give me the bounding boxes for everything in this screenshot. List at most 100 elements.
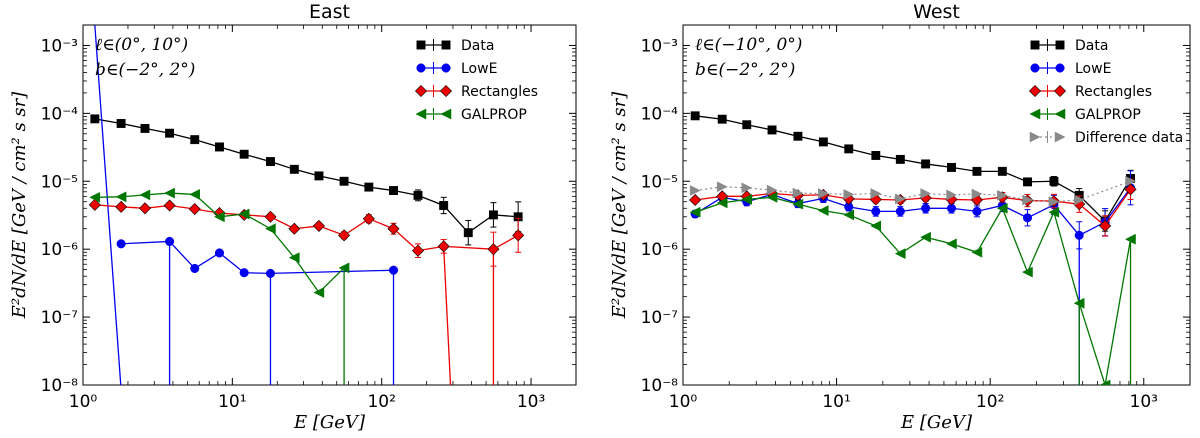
- difference-data-point: [946, 189, 958, 201]
- rectangles-point: [338, 229, 351, 242]
- rectangles-point: [115, 200, 128, 213]
- lowe-point: [265, 268, 276, 278]
- galprop-point: [313, 287, 325, 298]
- x-tick-label: 10³: [1130, 392, 1158, 412]
- rectangles-point: [288, 222, 301, 235]
- legend-label-difference-data: Difference data: [1075, 130, 1183, 146]
- panel-title: East: [309, 1, 350, 23]
- galprop-point: [1021, 266, 1033, 278]
- rectangles-point: [437, 240, 450, 253]
- data-point: [140, 123, 150, 133]
- lowe-point: [1074, 230, 1084, 240]
- data-point: [818, 137, 828, 147]
- data-point: [767, 125, 777, 135]
- legend-marker-galprop: [415, 108, 427, 120]
- x-tick-label: 10²: [367, 392, 395, 412]
- difference-data-point: [716, 181, 728, 193]
- rectangles-point: [188, 203, 201, 216]
- difference-data-point: [766, 184, 778, 196]
- y-tick-label: 10⁻⁷: [41, 308, 79, 328]
- rectangles-point: [88, 198, 101, 211]
- legend-label-data: Data: [461, 38, 494, 54]
- galprop-point: [1124, 233, 1136, 245]
- galprop-point: [1048, 206, 1060, 218]
- legend-label-rectangles: Rectangles: [461, 84, 538, 100]
- data-point: [364, 182, 374, 192]
- x-tick-label: 10⁰: [669, 392, 698, 412]
- lowe-point: [871, 206, 881, 216]
- legend-label-lowe: LowE: [1075, 61, 1111, 77]
- data-layer: [88, 25, 525, 385]
- legend-marker-rectangles: [439, 84, 453, 98]
- galprop-point: [139, 189, 151, 201]
- data-point: [488, 210, 498, 220]
- y-tick-label: 10⁻⁸: [41, 376, 79, 396]
- data-point: [742, 120, 752, 130]
- region-annotation: b∈(−2°, 2°): [695, 60, 795, 80]
- legend-marker-lowe: [416, 63, 426, 73]
- plot-frame: [682, 24, 1191, 386]
- y-tick-label: 10⁻³: [641, 36, 678, 56]
- galprop-point: [1099, 379, 1111, 385]
- rectangles-drop-line: [443, 246, 452, 385]
- y-axis-label: E²dN/dE [GeV / cm² s sr]: [9, 91, 30, 320]
- galprop-point: [741, 194, 752, 205]
- rectangles-point: [487, 243, 500, 256]
- x-tick-label: 10¹: [218, 392, 246, 412]
- lowe-drop-line: [94, 25, 122, 385]
- rectangles-line: [695, 188, 1132, 227]
- difference-data-point: [971, 188, 983, 200]
- legend-marker-rectangles: [414, 84, 428, 98]
- rectangles-point: [1099, 219, 1112, 232]
- data-layer: [689, 111, 1137, 385]
- difference-data-point: [920, 188, 932, 199]
- y-tick-label: 10⁻⁴: [41, 104, 79, 124]
- x-tick-label: 10⁰: [69, 392, 98, 412]
- rectangles-point: [163, 199, 176, 212]
- data-point: [793, 131, 803, 141]
- lowe-point: [895, 206, 905, 216]
- legend-marker-lowe: [1055, 63, 1065, 73]
- galprop-point: [115, 191, 127, 203]
- data-point: [921, 159, 931, 169]
- rectangles-point: [1124, 183, 1137, 196]
- difference-data-point: [741, 182, 753, 194]
- lowe-point: [116, 239, 126, 249]
- data-point: [844, 144, 854, 154]
- legend-label-data: Data: [1075, 38, 1108, 54]
- galprop-point: [213, 211, 225, 223]
- data-point: [690, 111, 700, 121]
- legend-marker-galprop: [1054, 108, 1066, 120]
- data-point: [871, 150, 881, 160]
- galprop-point: [971, 246, 983, 258]
- galprop-point: [894, 248, 906, 260]
- legend: Data LowE Rectangles GALPROP Difference data: [1028, 38, 1183, 146]
- galprop-point: [338, 262, 350, 274]
- data-point: [463, 228, 473, 238]
- difference-data-point: [1048, 196, 1060, 208]
- galprop-point: [288, 252, 300, 264]
- data-point: [339, 176, 349, 186]
- data-point: [266, 157, 275, 167]
- rectangles-point: [689, 193, 702, 207]
- galprop-point: [1073, 297, 1085, 309]
- west-panel: West 10⁰ 10¹ 10² 10³ 10⁻⁸ 10⁻⁷ 10⁻⁶ 10⁻⁵ 10⁻⁴ 10⁻³…: [609, 1, 1191, 433]
- galprop-point: [689, 206, 701, 218]
- legend-marker-difference-data: [1054, 131, 1066, 143]
- difference-data-point: [1125, 175, 1137, 187]
- legend-marker-galprop: [1029, 108, 1041, 120]
- data-point: [947, 162, 956, 172]
- data-point: [389, 186, 398, 195]
- lowe-point: [972, 206, 982, 216]
- data-line: [695, 115, 1132, 223]
- legend-marker-lowe: [441, 63, 451, 73]
- region-annotation: b∈(−2°, 2°): [95, 60, 195, 80]
- galprop-point: [843, 209, 854, 221]
- legend-marker-data: [1055, 40, 1065, 50]
- y-axis-label: E²dN/dE [GeV / cm² s sr]: [609, 91, 630, 320]
- data-point: [1049, 176, 1059, 186]
- data-point: [190, 135, 200, 145]
- y-tick-label: 10⁻⁶: [641, 240, 679, 260]
- difference-data-point: [1022, 194, 1034, 206]
